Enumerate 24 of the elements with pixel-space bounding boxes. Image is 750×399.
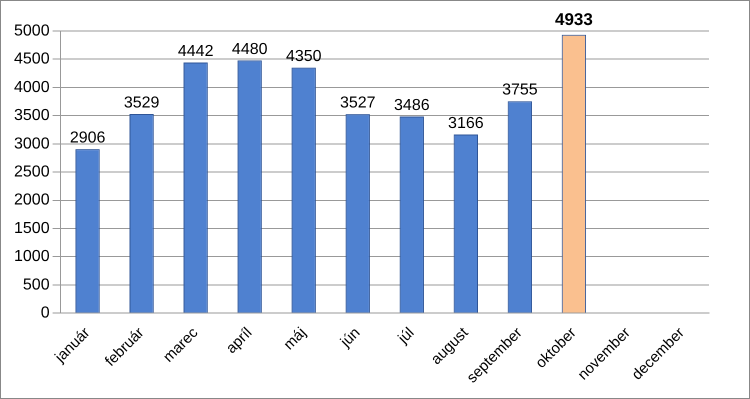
data-label: 2906	[70, 130, 106, 147]
y-tick-label: 500	[22, 276, 50, 294]
data-label: 4442	[178, 42, 214, 60]
data-label: 4350	[286, 48, 322, 66]
y-tick-label: 4500	[14, 50, 50, 68]
y-tick-label: 4000	[14, 78, 50, 96]
y-tick-label: 2000	[14, 192, 50, 209]
y-tick-label: 3500	[14, 107, 50, 124]
data-label: 3166	[448, 114, 484, 132]
y-tick-label: 0	[40, 304, 50, 322]
data-label: 3529	[124, 94, 160, 112]
data-label: 4480	[232, 40, 268, 58]
y-tick-label: 5000	[14, 22, 50, 40]
y-tick-label: 2500	[14, 163, 50, 180]
y-tick-label: 1000	[14, 248, 50, 266]
x-tick-label: máj	[280, 324, 310, 354]
data-label: 3527	[340, 94, 376, 112]
data-label: 3755	[502, 82, 538, 99]
y-tick-label: 3000	[14, 135, 50, 152]
data-label: 3486	[394, 96, 430, 114]
y-tick-label: 1500	[14, 220, 50, 237]
x-tick-label: jún	[336, 324, 364, 352]
x-tick-label: júl	[394, 324, 418, 348]
data-label: 4933	[555, 10, 593, 29]
